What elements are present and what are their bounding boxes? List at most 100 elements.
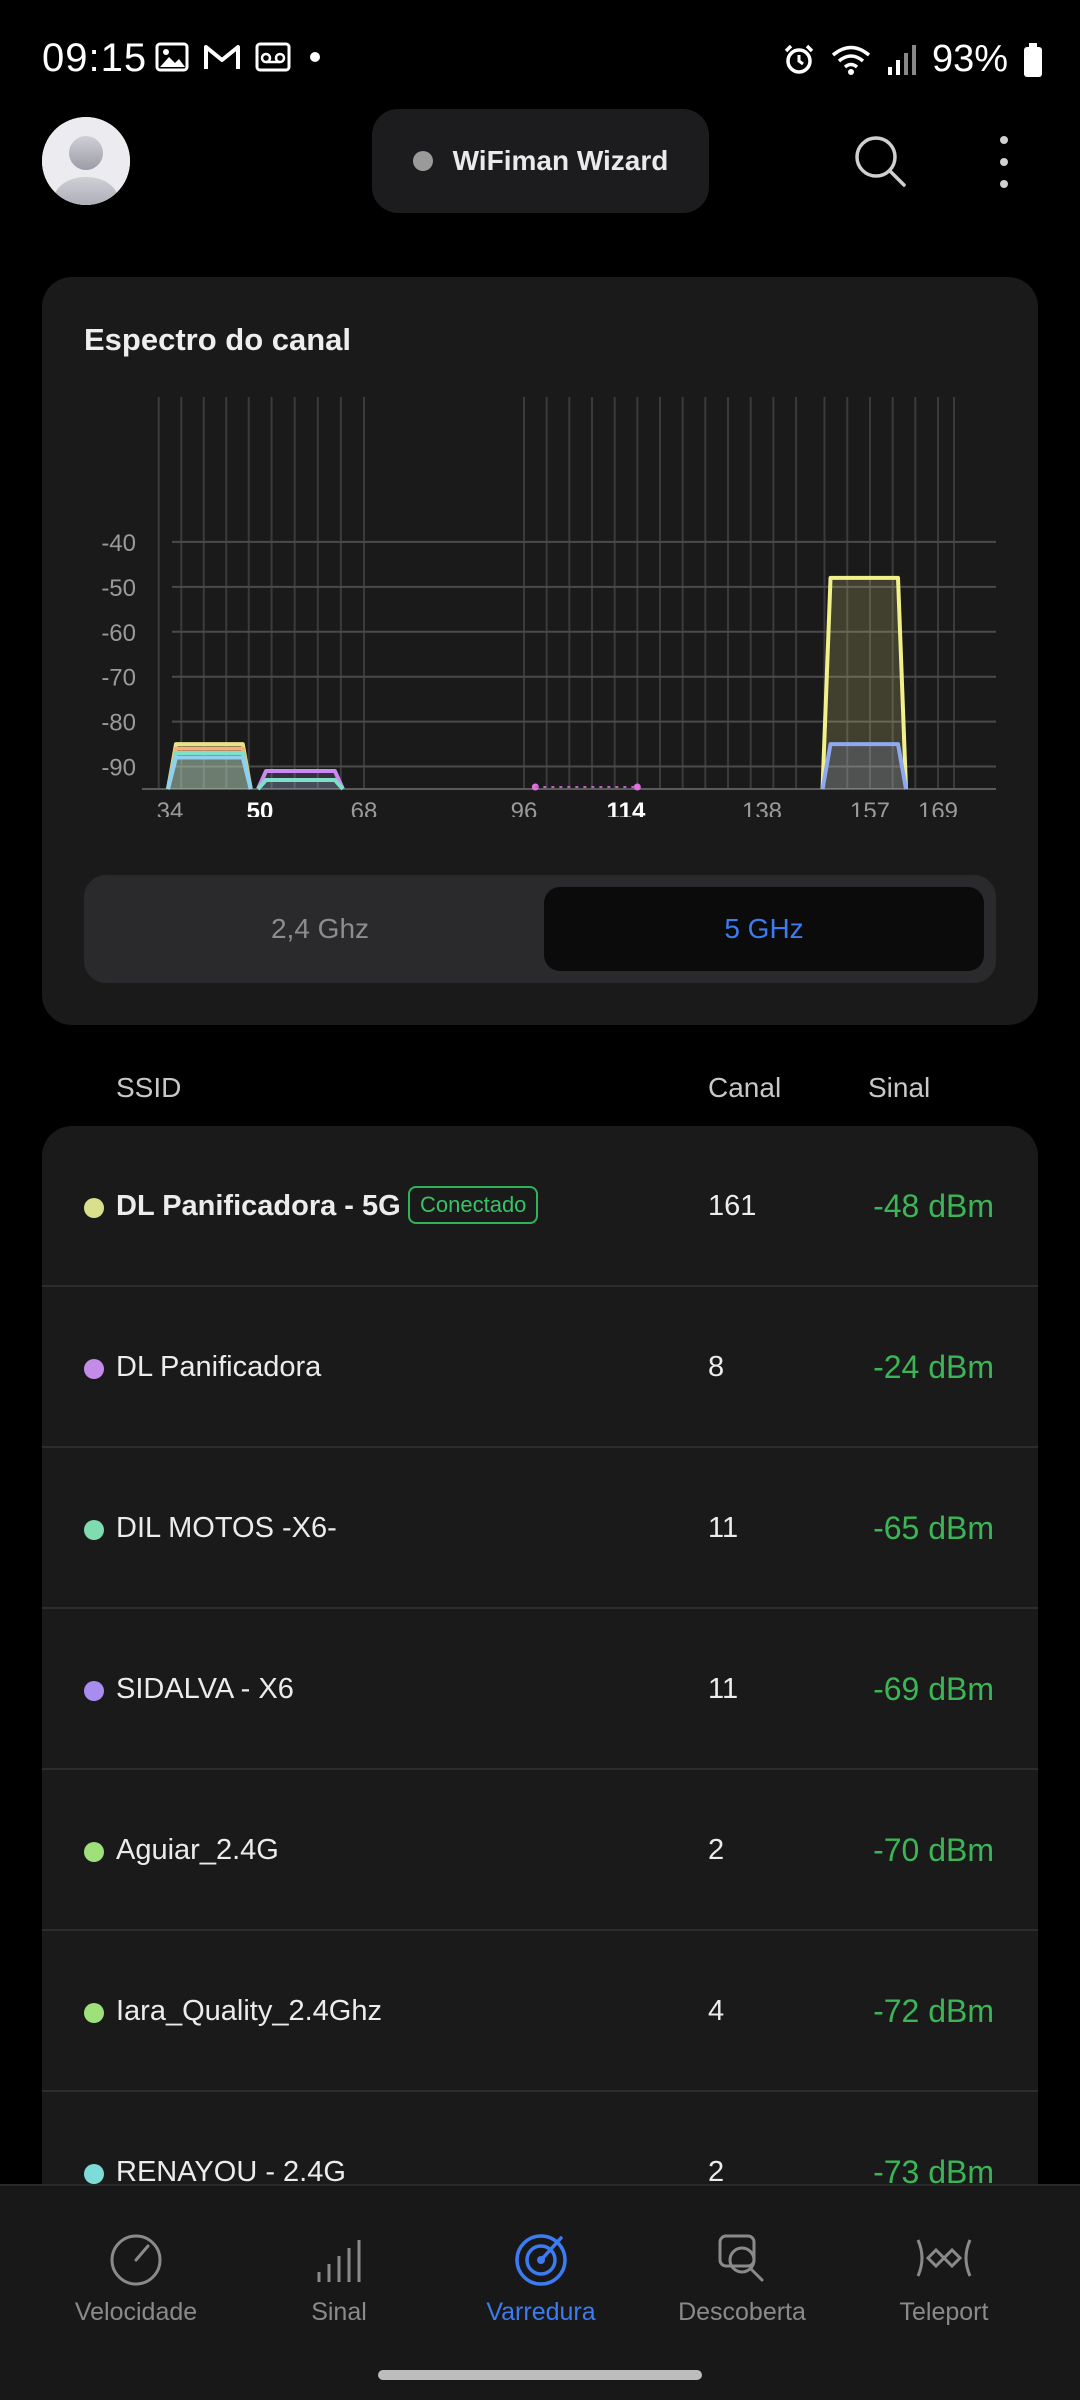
wifiman-wizard-button[interactable]: WiFiman Wizard bbox=[372, 109, 709, 213]
y-tick-label: -50 bbox=[101, 575, 136, 602]
network-ssid: Aguiar_2.4G bbox=[116, 1834, 279, 1866]
network-channel: 2 bbox=[708, 1834, 725, 1866]
voicemail-icon bbox=[255, 42, 291, 72]
nav-label: Teleport bbox=[899, 2298, 989, 2326]
more-notifications-dot-icon bbox=[310, 52, 320, 62]
connected-badge: Conectado bbox=[408, 1186, 539, 1224]
nav-sinal[interactable]: Sinal bbox=[231, 2186, 447, 2376]
signal-bars-icon bbox=[317, 2240, 361, 2282]
channel-spectrum-chart: -40 -50 -60 -70 -80 -90 34 50 68 96 114 138 157 169 bbox=[101, 397, 996, 817]
network-color-dot bbox=[84, 2164, 104, 2184]
battery-percent: 93% bbox=[931, 38, 1008, 80]
network-ssid: SIDALVA - X6 bbox=[116, 1673, 294, 1705]
nav-descoberta[interactable]: Descoberta bbox=[634, 2186, 850, 2376]
speedometer-icon bbox=[110, 2234, 162, 2286]
tab-2-4ghz[interactable]: 2,4 Ghz bbox=[270, 913, 370, 944]
x-tick-label: 50 bbox=[247, 798, 274, 817]
signal-point bbox=[633, 783, 641, 791]
network-ssid: RENAYOU - 2.4G bbox=[116, 2156, 346, 2186]
network-signal: -69 dBm bbox=[873, 1671, 994, 1707]
column-header-channel[interactable]: Canal bbox=[708, 1072, 782, 1103]
system-icons: 93% bbox=[782, 38, 1044, 81]
network-color-dot bbox=[84, 1198, 104, 1218]
column-header-ssid[interactable]: SSID bbox=[116, 1072, 182, 1103]
network-channel: 2 bbox=[708, 2156, 725, 2186]
network-color-dot bbox=[84, 2003, 104, 2023]
x-tick-label: 114 bbox=[607, 798, 646, 817]
signal-curve bbox=[166, 755, 253, 790]
signal-curve bbox=[256, 778, 345, 791]
nav-velocidade[interactable]: Velocidade bbox=[28, 2186, 244, 2376]
y-tick-label: -60 bbox=[101, 620, 136, 647]
nav-label: Sinal bbox=[311, 2298, 367, 2326]
tab-5ghz[interactable]: 5 GHz bbox=[544, 887, 984, 971]
user-avatar-icon bbox=[42, 117, 130, 205]
network-signal: -48 dBm bbox=[873, 1188, 994, 1224]
y-tick-label: -70 bbox=[101, 665, 136, 692]
network-color-dot bbox=[84, 1359, 104, 1379]
network-channel: 161 bbox=[708, 1190, 757, 1222]
network-channel: 11 bbox=[708, 1673, 739, 1705]
y-tick-label: -80 bbox=[101, 710, 136, 737]
nav-teleport[interactable]: Teleport bbox=[836, 2186, 1052, 2376]
wifi-icon bbox=[831, 45, 871, 75]
x-tick-label: 34 bbox=[157, 798, 184, 817]
y-tick-label: -90 bbox=[101, 755, 136, 782]
x-tick-label: 96 bbox=[511, 798, 538, 817]
network-signal: -65 dBm bbox=[873, 1510, 994, 1546]
signal-curve bbox=[820, 575, 908, 790]
network-color-dot bbox=[84, 1681, 104, 1701]
wizard-label: WiFiman Wizard bbox=[452, 145, 669, 176]
status-time: 09:15 bbox=[42, 36, 148, 80]
network-row[interactable]: DIL MOTOS -X6- 11 -65 dBm bbox=[42, 1448, 1038, 1609]
gmail-icon bbox=[204, 45, 240, 69]
network-row[interactable]: RENAYOU - 2.4G 2 -73 dBm bbox=[42, 2092, 1038, 2186]
nav-label: Varredura bbox=[486, 2298, 596, 2326]
wizard-status-dot bbox=[412, 151, 433, 171]
alarm-icon bbox=[784, 44, 814, 74]
channel-spectrum-card: Espectro do canal -40 -50 -60 -70 -80 -90 34 50… bbox=[42, 277, 1038, 1025]
battery-icon bbox=[1024, 42, 1042, 77]
network-row[interactable]: Aguiar_2.4G 2 -70 dBm bbox=[42, 1770, 1038, 1931]
network-channel: 4 bbox=[708, 1995, 725, 2027]
network-ssid: DL Panificadora - 5G bbox=[116, 1190, 401, 1222]
signal-area bbox=[258, 780, 343, 789]
signal-area bbox=[168, 757, 251, 789]
network-row[interactable]: Iara_Quality_2.4Ghz 4 -72 dBm bbox=[42, 1931, 1038, 2092]
teleport-icon bbox=[916, 2239, 972, 2277]
network-color-dot bbox=[84, 1520, 104, 1540]
band-toggle: 2,4 Ghz 5 GHz bbox=[84, 875, 996, 983]
cell-signal-icon bbox=[887, 44, 916, 75]
more-options-icon[interactable] bbox=[990, 134, 1018, 190]
column-header-signal[interactable]: Sinal bbox=[868, 1072, 931, 1103]
x-tick-label: 157 bbox=[850, 798, 890, 817]
network-row[interactable]: DL Panificadora - 5G Conectado 161 -48 dBm bbox=[42, 1126, 1038, 1287]
nav-varredura[interactable]: Varredura bbox=[433, 2186, 649, 2376]
nav-label: Descoberta bbox=[678, 2298, 806, 2326]
signal-area bbox=[822, 577, 906, 789]
signal-curve bbox=[820, 742, 908, 790]
y-tick-label: -40 bbox=[101, 530, 136, 557]
home-indicator[interactable] bbox=[378, 2370, 702, 2380]
network-channel: 11 bbox=[708, 1512, 739, 1544]
search-icon[interactable] bbox=[852, 133, 908, 189]
network-row[interactable]: DL Panificadora 8 -24 dBm bbox=[42, 1287, 1038, 1448]
signal-area bbox=[822, 744, 906, 789]
network-color-dot bbox=[84, 1842, 104, 1862]
card-title: Espectro do canal bbox=[84, 322, 352, 357]
signal-area bbox=[168, 753, 251, 789]
network-signal: -73 dBm bbox=[873, 2154, 994, 2186]
bottom-navigation: Velocidade Sinal Varredura Descoberta Te… bbox=[0, 2184, 1080, 2400]
x-tick-label: 68 bbox=[351, 798, 378, 817]
signal-curve bbox=[256, 769, 345, 790]
network-row[interactable]: SIDALVA - X6 11 -69 dBm bbox=[42, 1609, 1038, 1770]
network-signal: -24 dBm bbox=[873, 1349, 994, 1385]
x-tick-label: 138 bbox=[742, 798, 782, 817]
avatar[interactable] bbox=[42, 117, 130, 205]
x-tick-label: 169 bbox=[918, 798, 958, 817]
signal-area bbox=[168, 744, 251, 789]
network-signal: -72 dBm bbox=[873, 1993, 994, 2029]
network-list: DL Panificadora - 5G Conectado 161 -48 dBm D… bbox=[42, 1126, 1038, 2186]
discovery-icon bbox=[718, 2234, 764, 2282]
radar-icon bbox=[515, 2234, 567, 2286]
